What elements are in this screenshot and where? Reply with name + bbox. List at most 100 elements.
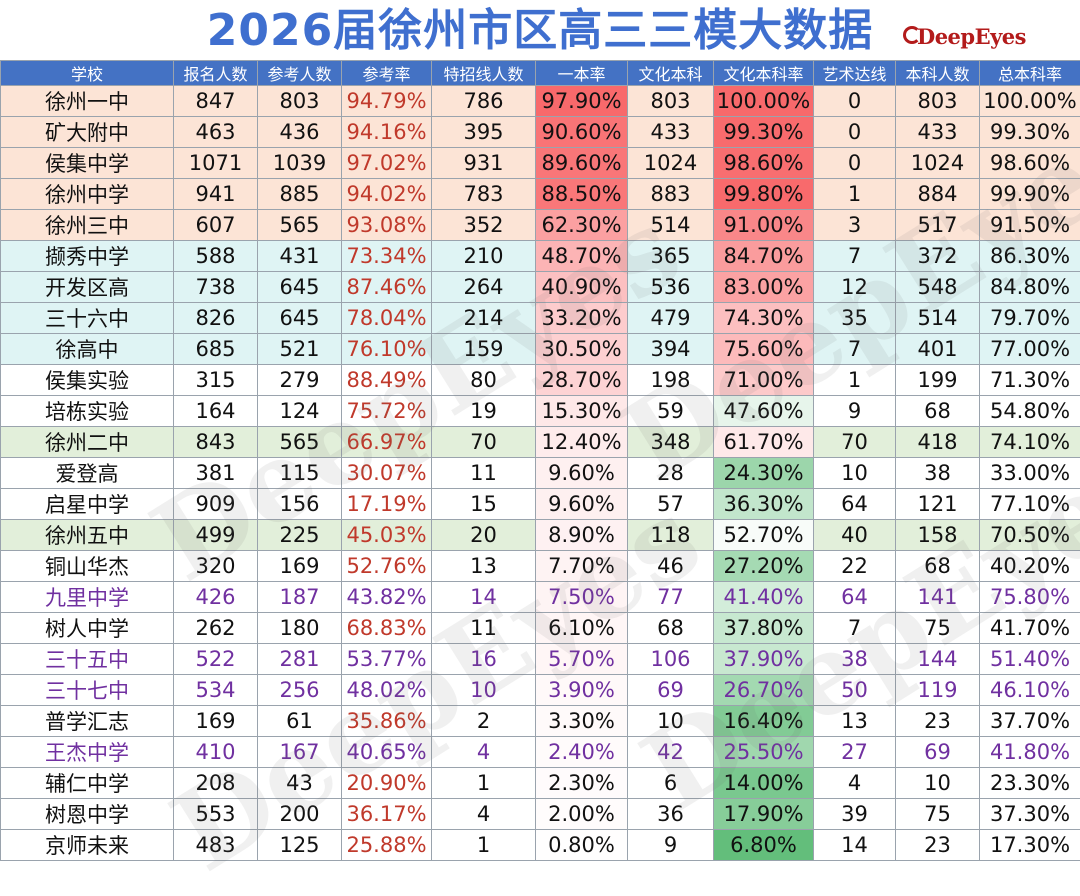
data-cell: 47.60% bbox=[714, 396, 814, 427]
data-cell: 9 bbox=[628, 830, 714, 861]
data-cell: 884 bbox=[896, 179, 980, 210]
data-cell: 847 bbox=[174, 86, 258, 117]
column-header: 报名人数 bbox=[174, 61, 258, 86]
data-cell: 93.08% bbox=[342, 210, 432, 241]
data-cell: 41.70% bbox=[980, 613, 1080, 644]
school-name-cell: 九里中学 bbox=[1, 582, 174, 613]
data-cell: 91.50% bbox=[980, 210, 1080, 241]
data-cell: 57 bbox=[628, 489, 714, 520]
data-cell: 1071 bbox=[174, 148, 258, 179]
data-cell: 40.20% bbox=[980, 551, 1080, 582]
data-cell: 158 bbox=[896, 520, 980, 551]
data-cell: 71.00% bbox=[714, 365, 814, 396]
data-cell: 115 bbox=[258, 458, 342, 489]
data-cell: 256 bbox=[258, 675, 342, 706]
data-cell: 264 bbox=[432, 272, 536, 303]
data-cell: 433 bbox=[896, 117, 980, 148]
data-cell: 68 bbox=[896, 551, 980, 582]
data-cell: 61 bbox=[258, 706, 342, 737]
data-cell: 10 bbox=[432, 675, 536, 706]
school-name-cell: 王杰中学 bbox=[1, 737, 174, 768]
school-name-cell: 徐高中 bbox=[1, 334, 174, 365]
data-cell: 803 bbox=[258, 86, 342, 117]
data-cell: 2.30% bbox=[536, 768, 628, 799]
data-cell: 36 bbox=[628, 799, 714, 830]
data-cell: 68.83% bbox=[342, 613, 432, 644]
data-cell: 37.70% bbox=[980, 706, 1080, 737]
column-header: 艺术达线 bbox=[814, 61, 896, 86]
data-cell: 588 bbox=[174, 241, 258, 272]
data-cell: 46.10% bbox=[980, 675, 1080, 706]
school-name-cell: 铜山华杰 bbox=[1, 551, 174, 582]
data-cell: 26.70% bbox=[714, 675, 814, 706]
data-cell: 225 bbox=[258, 520, 342, 551]
data-cell: 86.30% bbox=[980, 241, 1080, 272]
column-header: 本科人数 bbox=[896, 61, 980, 86]
data-cell: 53.77% bbox=[342, 644, 432, 675]
data-cell: 418 bbox=[896, 427, 980, 458]
school-name-cell: 矿大附中 bbox=[1, 117, 174, 148]
data-cell: 536 bbox=[628, 272, 714, 303]
data-cell: 70 bbox=[814, 427, 896, 458]
data-cell: 433 bbox=[628, 117, 714, 148]
data-cell: 12 bbox=[814, 272, 896, 303]
data-cell: 169 bbox=[174, 706, 258, 737]
data-cell: 24.30% bbox=[714, 458, 814, 489]
data-cell: 0 bbox=[814, 148, 896, 179]
data-cell: 1 bbox=[432, 830, 536, 861]
data-cell: 10 bbox=[814, 458, 896, 489]
data-cell: 200 bbox=[258, 799, 342, 830]
data-cell: 48.02% bbox=[342, 675, 432, 706]
data-cell: 25.50% bbox=[714, 737, 814, 768]
data-cell: 14.00% bbox=[714, 768, 814, 799]
school-name-cell: 普学汇志 bbox=[1, 706, 174, 737]
data-cell: 76.10% bbox=[342, 334, 432, 365]
data-cell: 74.10% bbox=[980, 427, 1080, 458]
data-cell: 13 bbox=[432, 551, 536, 582]
data-cell: 39 bbox=[814, 799, 896, 830]
data-cell: 78.04% bbox=[342, 303, 432, 334]
data-cell: 214 bbox=[432, 303, 536, 334]
data-cell: 2.00% bbox=[536, 799, 628, 830]
school-name-cell: 侯集中学 bbox=[1, 148, 174, 179]
brand-logo: DeepEyes bbox=[917, 24, 1026, 49]
data-cell: 2 bbox=[432, 706, 536, 737]
data-cell: 25.88% bbox=[342, 830, 432, 861]
data-cell: 522 bbox=[174, 644, 258, 675]
data-cell: 553 bbox=[174, 799, 258, 830]
data-cell: 941 bbox=[174, 179, 258, 210]
school-name-cell: 徐州中学 bbox=[1, 179, 174, 210]
data-cell: 348 bbox=[628, 427, 714, 458]
school-name-cell: 培栋实验 bbox=[1, 396, 174, 427]
data-cell: 106 bbox=[628, 644, 714, 675]
data-cell: 48.70% bbox=[536, 241, 628, 272]
data-cell: 1 bbox=[814, 365, 896, 396]
data-cell: 35.86% bbox=[342, 706, 432, 737]
school-name-cell: 三十七中 bbox=[1, 675, 174, 706]
school-name-cell: 徐州二中 bbox=[1, 427, 174, 458]
data-cell: 281 bbox=[258, 644, 342, 675]
data-cell: 17.90% bbox=[714, 799, 814, 830]
data-cell: 46 bbox=[628, 551, 714, 582]
data-cell: 9 bbox=[814, 396, 896, 427]
data-cell: 52.70% bbox=[714, 520, 814, 551]
school-name-cell: 撷秀中学 bbox=[1, 241, 174, 272]
data-cell: 77 bbox=[628, 582, 714, 613]
data-cell: 463 bbox=[174, 117, 258, 148]
data-cell: 70.50% bbox=[980, 520, 1080, 551]
data-cell: 548 bbox=[896, 272, 980, 303]
data-cell: 83.00% bbox=[714, 272, 814, 303]
data-cell: 3.90% bbox=[536, 675, 628, 706]
data-cell: 19 bbox=[432, 396, 536, 427]
data-cell: 11 bbox=[432, 613, 536, 644]
data-cell: 479 bbox=[628, 303, 714, 334]
data-cell: 9.60% bbox=[536, 458, 628, 489]
data-cell: 6.80% bbox=[714, 830, 814, 861]
data-cell: 37.80% bbox=[714, 613, 814, 644]
school-name-cell: 树人中学 bbox=[1, 613, 174, 644]
